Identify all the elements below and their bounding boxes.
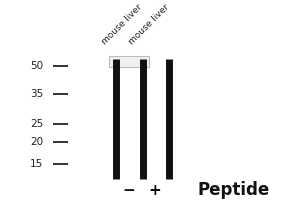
Bar (109, 56, 149, 67)
Text: mouse liver: mouse liver (127, 3, 171, 47)
Text: 35: 35 (30, 89, 44, 99)
Text: −: − (123, 183, 135, 198)
Text: +: + (148, 183, 161, 198)
Text: 15: 15 (30, 159, 44, 169)
Text: mouse liver: mouse liver (100, 3, 144, 47)
Text: Peptide: Peptide (198, 181, 270, 199)
Text: 20: 20 (30, 137, 44, 147)
Text: 50: 50 (30, 61, 44, 71)
Text: 25: 25 (30, 119, 44, 129)
